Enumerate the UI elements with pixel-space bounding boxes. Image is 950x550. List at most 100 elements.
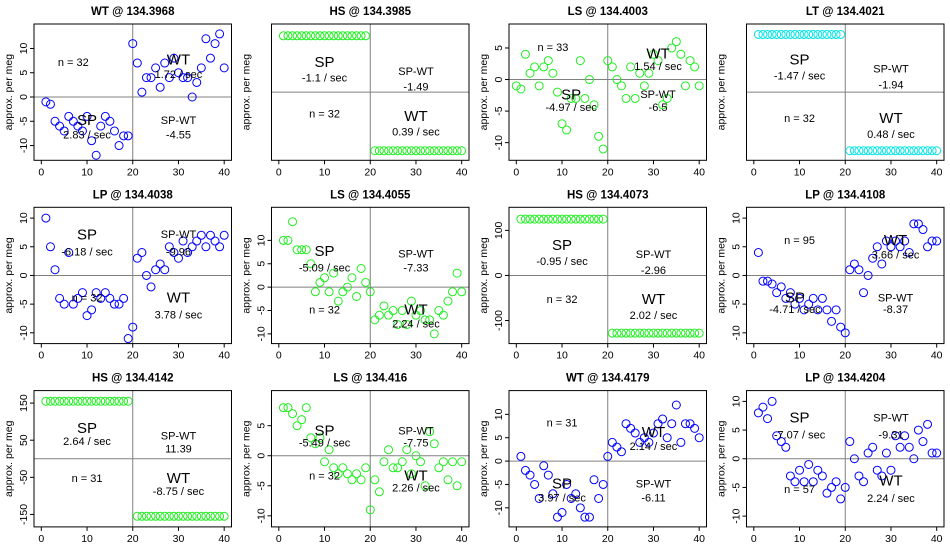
plot-frame <box>33 390 232 528</box>
y-tick-label: 10 <box>18 212 30 224</box>
data-point <box>534 493 544 503</box>
data-point <box>187 242 197 252</box>
data-point <box>562 125 572 135</box>
annotation: SP <box>561 86 581 103</box>
data-point <box>146 73 156 83</box>
annotation: -6.5 <box>649 102 668 114</box>
data-point <box>616 328 626 338</box>
data-point <box>205 511 215 521</box>
data-point <box>411 310 421 320</box>
data-point <box>635 437 645 447</box>
data-point <box>41 396 51 406</box>
data-point <box>539 62 549 72</box>
y-tick-label: 10 <box>493 408 505 420</box>
data-point <box>662 93 672 103</box>
data-point <box>548 68 558 78</box>
chart-panel-9: HS @ 134.4142 approx. per meg 0 10 20 30 40 -15… <box>3 373 232 545</box>
data-point <box>87 396 97 406</box>
data-point <box>877 259 887 269</box>
data-point <box>680 81 690 91</box>
data-point <box>891 431 901 441</box>
data-point <box>594 131 604 141</box>
data-point <box>196 63 206 73</box>
y-axis-label: approx. per meg <box>3 54 15 131</box>
x-tick-label: 10 <box>319 350 331 362</box>
annotation: -7.33 <box>403 262 428 274</box>
data-point <box>119 396 129 406</box>
data-point <box>584 214 594 224</box>
data-point <box>429 146 439 156</box>
data-point <box>671 400 681 410</box>
data-point <box>119 293 129 303</box>
chart-title: LS @ 134.4003 <box>568 6 648 18</box>
data-point <box>105 116 115 126</box>
data-point <box>452 268 462 278</box>
y-tick-label: -5 <box>731 299 743 308</box>
annotation: 2.24 / sec <box>392 318 440 330</box>
data-point <box>772 288 782 298</box>
data-point <box>420 481 430 491</box>
y-tick-label: 0 <box>731 272 743 278</box>
data-point <box>91 288 101 298</box>
data-point <box>799 477 809 487</box>
data-point <box>612 328 622 338</box>
x-tick-label: 20 <box>127 533 139 545</box>
y-axis-label: approx. per meg <box>716 54 728 131</box>
data-point <box>612 442 622 452</box>
annotation: 2.24 / sec <box>867 493 915 505</box>
y-tick-label: 0 <box>18 272 30 278</box>
data-point <box>881 146 891 156</box>
data-point <box>137 87 147 97</box>
x-tick-label: 10 <box>794 350 806 362</box>
plot-frame <box>271 206 470 345</box>
y-tick-label: -10 <box>731 325 743 340</box>
data-point <box>626 328 636 338</box>
data-point <box>361 31 371 41</box>
y-tick-label: -5 <box>256 306 268 315</box>
chart-title: WT @ 134.3968 <box>91 6 175 18</box>
annotation: -4.71 / sec <box>769 304 821 316</box>
data-point <box>114 299 124 309</box>
data-point <box>164 511 174 521</box>
y-axis-label: approx. per meg <box>241 237 253 314</box>
y-tick-label: 0 <box>256 284 268 290</box>
data-point <box>868 442 878 452</box>
data-point <box>849 454 859 464</box>
annotation: n = 31 <box>547 418 578 430</box>
data-point <box>607 62 617 72</box>
y-axis-label: approx. per meg <box>478 237 490 314</box>
data-point <box>329 463 339 473</box>
annotation: -6.11 <box>641 492 665 504</box>
data-point <box>196 230 206 240</box>
data-point <box>333 296 343 306</box>
annotation: n = 32 <box>58 57 89 69</box>
data-point <box>795 293 805 303</box>
x-tick-label: 40 <box>693 533 705 545</box>
data-point <box>105 293 115 303</box>
data-point <box>288 31 298 41</box>
data-point <box>100 111 110 121</box>
data-point <box>64 111 74 121</box>
data-point <box>840 482 850 492</box>
x-tick-label: 20 <box>839 533 851 545</box>
x-tick-label: 30 <box>173 166 185 178</box>
annotation: SP <box>552 237 572 254</box>
x-tick-label: 40 <box>693 350 705 362</box>
data-point <box>324 445 334 455</box>
x-tick-label: 0 <box>513 533 519 545</box>
data-point <box>566 493 576 503</box>
x-tick-label: 30 <box>410 533 422 545</box>
data-point <box>927 146 937 156</box>
data-point <box>338 287 348 297</box>
data-point <box>616 447 626 457</box>
data-point <box>68 116 78 126</box>
annotation: WT <box>404 108 427 125</box>
data-point <box>895 242 905 252</box>
data-point <box>215 511 225 521</box>
data-point <box>128 39 138 49</box>
data-point <box>511 81 521 91</box>
annotation: n = 57 <box>784 484 815 496</box>
data-point <box>342 469 352 479</box>
